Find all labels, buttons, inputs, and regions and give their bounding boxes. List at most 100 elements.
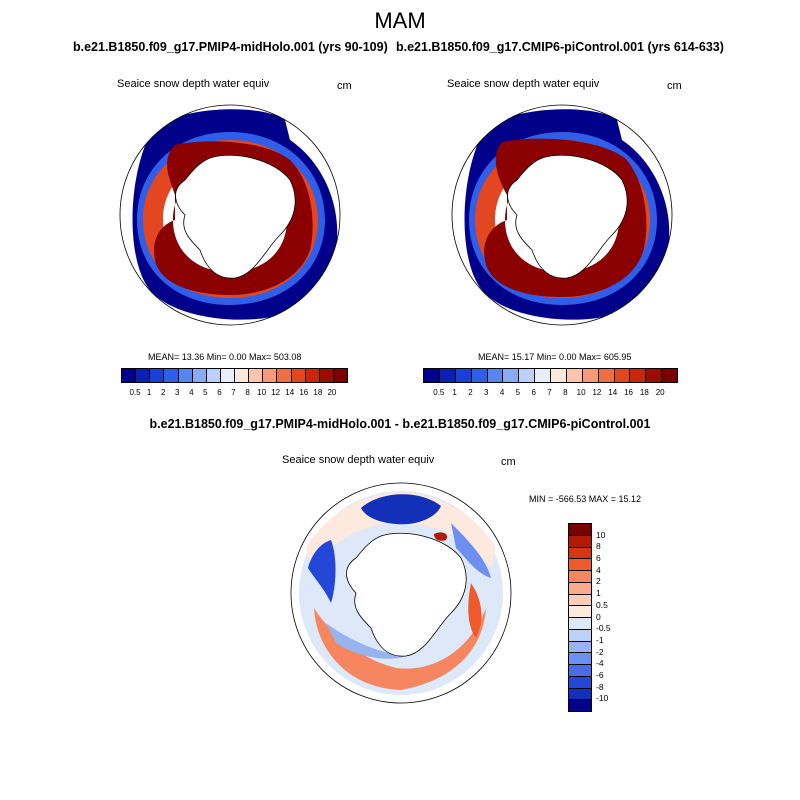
diff-colorbar-swatch: [569, 606, 591, 618]
panel2-colorbar-tick-label: 6: [531, 388, 536, 397]
main-title: MAM: [374, 8, 426, 33]
diff-units: cm: [501, 456, 516, 468]
diff-colorbar-tick-label: 4: [596, 564, 601, 575]
panel2-stats: MEAN= 15.17 Min= 0.00 Max= 605.95: [478, 352, 632, 362]
panel1-colorbar-tick-label: 1: [146, 388, 152, 397]
panel1-colorbar-swatch: [263, 369, 278, 382]
panel1-colorbar: [121, 368, 348, 383]
panel1-colorbar-swatch: [305, 369, 320, 382]
diff-colorbar-swatch: [569, 653, 591, 665]
diff-title: Seaice snow depth water equiv: [282, 454, 435, 466]
panel1-stats: MEAN= 13.36 Min= 0.00 Max= 503.08: [148, 352, 302, 362]
panel1-colorbar-swatch: [291, 369, 306, 382]
panel1-colorbar-swatch: [150, 369, 165, 382]
panel1-map: [119, 104, 341, 326]
panel1-colorbar-tick-label: 18: [313, 388, 323, 397]
panel2-colorbar-swatch: [439, 369, 456, 382]
panel2-colorbar-tick-label: 4: [499, 388, 505, 397]
panel2-colorbar-swatch: [487, 369, 504, 382]
panel1-colorbar-tick-label: 4: [189, 388, 194, 397]
panel2-colorbar-tick-label: 8: [563, 388, 568, 397]
panel2-colorbar-tick-label: 20: [655, 388, 665, 397]
panel2-colorbar-swatch: [424, 369, 440, 382]
panel1-colorbar-tick-label: 5: [203, 388, 208, 397]
diff-colorbar-tick-label: -8: [596, 681, 604, 692]
panel1-colorbar-tick-label: 16: [299, 388, 309, 397]
panel2-title: Seaice snow depth water equiv: [447, 78, 600, 90]
panel1-colorbar-swatch: [206, 369, 221, 382]
panel2-colorbar-tick-label: 10: [576, 388, 586, 397]
panel2-colorbar-swatch: [630, 369, 647, 382]
panel2-colorbar-tick-label: 12: [592, 388, 602, 397]
panel2-colorbar-tick-label: 3: [484, 388, 489, 397]
panel1-colorbar-tick-label: 6: [217, 388, 222, 397]
diff-map: [290, 482, 512, 704]
panel1-colorbar-swatch: [235, 369, 250, 382]
diff-colorbar-swatch: [569, 641, 591, 654]
panel2-colorbar-tick-label: 2: [468, 388, 473, 397]
panel1-colorbar-labels: 0.5 1 2 3 4 5 6 7 8 10 12 14 16 18 20: [121, 388, 346, 400]
panel2-colorbar-swatch: [519, 369, 536, 382]
panel2-colorbar-tick-label: 16: [624, 388, 634, 397]
panel2-colorbar-swatch: [582, 369, 599, 382]
panel2-colorbar-swatch: [455, 369, 472, 382]
diff-colorbar-tick-label: 8: [596, 541, 601, 552]
diff-colorbar-tick-label: -4: [596, 658, 604, 669]
panel1-colorbar-tick-label: 7: [231, 388, 236, 397]
panel2-colorbar-swatch: [566, 369, 583, 382]
panel2-colorbar-tick-label: 5: [515, 388, 521, 397]
panel1-colorbar-tick-label: 3: [175, 388, 180, 397]
diff-colorbar-labels: 10 8 6 4 2 1 0.5 0 -0.5 -1 -2 -4 -6 -8 -10: [596, 523, 626, 710]
diff-colorbar-tick-label: 1: [596, 588, 601, 599]
diff-colorbar-swatch: [569, 535, 591, 548]
diff-colorbar-tick-label: 0.5: [596, 599, 608, 610]
panel2-colorbar-swatch: [662, 369, 677, 382]
diff-colorbar-tick-label: -2: [596, 646, 604, 657]
diff-colorbar-swatch: [569, 676, 591, 689]
panel2-colorbar-swatch: [598, 369, 615, 382]
panel2-case-title: b.e21.B1850.f09_g17.CMIP6-piControl.001 …: [396, 40, 724, 54]
panel2-colorbar-swatch: [503, 369, 520, 382]
panel2-colorbar-tick-label: 18: [639, 388, 649, 397]
diff-colorbar-swatch: [569, 547, 591, 560]
diff-colorbar-swatch: [569, 582, 591, 595]
panel1-colorbar-swatch: [249, 369, 264, 382]
diff-colorbar: [568, 523, 592, 712]
diff-colorbar-tick-label: 2: [596, 576, 601, 587]
diff-colorbar-swatch: [569, 594, 591, 607]
diff-colorbar-tick-label: -0.5: [596, 623, 611, 634]
panel2-colorbar-labels: 0.5 1 2 3 4 5 6 7 8 10 12 14 16 18 20: [423, 388, 676, 400]
panel1-colorbar-tick-label: 2: [160, 388, 166, 397]
diff-colorbar-tick-label: -1: [596, 634, 604, 645]
panel2-map: [451, 104, 673, 326]
diff-colorbar-swatch: [569, 688, 591, 701]
panel1-colorbar-swatch: [192, 369, 207, 382]
panel2-units: cm: [667, 80, 682, 92]
panel2-colorbar-swatch: [535, 369, 551, 382]
panel2-colorbar-swatch: [646, 369, 663, 382]
panel2-colorbar-swatch: [614, 369, 631, 382]
diff-stats: MIN = -566.53 MAX = 15.12: [529, 494, 642, 504]
panel1-colorbar-swatch: [220, 369, 235, 382]
diff-colorbar-swatch: [569, 629, 591, 642]
diff-colorbar-tick-label: 10: [596, 529, 606, 540]
panel2-colorbar-tick-label: 0.5: [433, 388, 445, 397]
diff-colorbar-tick-label: 0: [596, 611, 601, 622]
panel1-colorbar-swatch: [122, 369, 137, 382]
panel2-colorbar-swatch: [551, 369, 567, 382]
panel1-colorbar-swatch: [277, 369, 292, 382]
panel1-case-title: b.e21.B1850.f09_g17.PMIP4-midHolo.001 (y…: [73, 40, 388, 54]
panel1-title: Seaice snow depth water equiv: [117, 78, 270, 90]
panel1-colorbar-swatch: [333, 369, 347, 382]
diff-colorbar-tick-label: 6: [596, 553, 601, 564]
panel2-colorbar-tick-label: 1: [452, 388, 457, 397]
diff-colorbar-swatch: [569, 700, 591, 711]
panel2-colorbar-tick-label: 7: [547, 388, 552, 397]
diff-colorbar-tick-label: -10: [596, 693, 609, 704]
diff-colorbar-swatch: [569, 665, 591, 677]
panel1-colorbar-swatch: [178, 369, 193, 382]
panel1-colorbar-tick-label: 8: [245, 388, 250, 397]
panel2-colorbar-swatch: [471, 369, 488, 382]
panel1-colorbar-swatch: [136, 369, 151, 382]
panel2-colorbar-tick-label: 14: [608, 388, 618, 397]
